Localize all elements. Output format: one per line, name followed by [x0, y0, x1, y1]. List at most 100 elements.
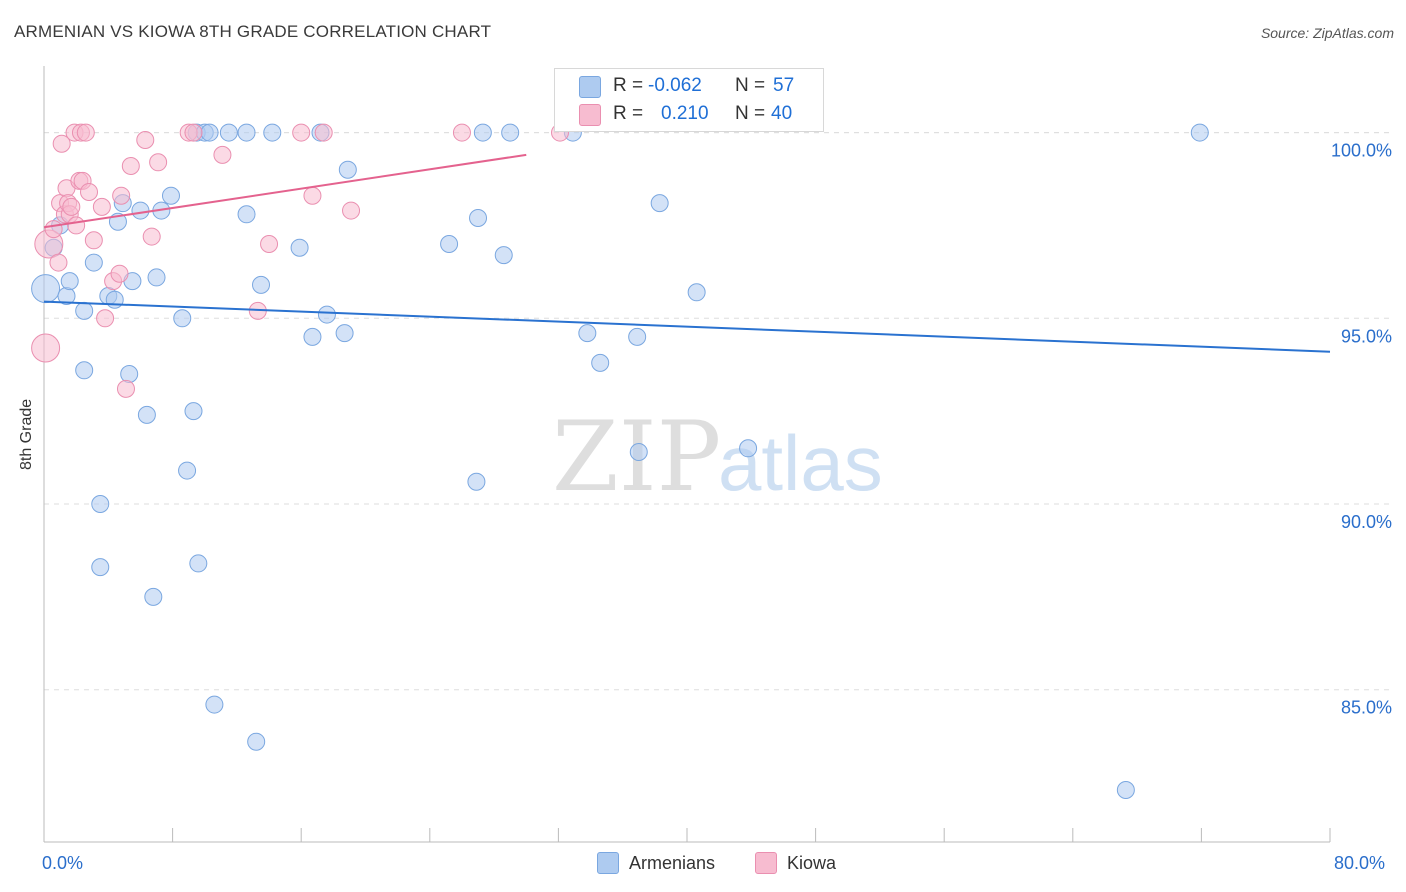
kiowa-point: [110, 264, 129, 283]
armenians-point: [84, 253, 103, 272]
armenians-point: [629, 443, 648, 461]
armenians-point: [200, 123, 219, 142]
armenians-point: [60, 272, 79, 291]
trend-layer: [43, 153, 1331, 353]
y-tick-label: 100.0%: [1331, 141, 1392, 161]
points-layer: [31, 123, 1209, 799]
kiowa-point: [76, 123, 95, 142]
kiowa-point: [112, 186, 131, 205]
kiowa-point: [184, 123, 203, 142]
x-axis-max-label: 80.0%: [1334, 853, 1386, 873]
kiowa-point: [260, 235, 279, 253]
armenians-point: [335, 324, 354, 343]
kiowa-swatch: [579, 104, 601, 126]
armenians-point: [247, 732, 266, 751]
chart-title: ARMENIAN VS KIOWA 8TH GRADE CORRELATION …: [14, 22, 492, 41]
kiowa-point: [292, 123, 311, 142]
armenians-point: [263, 123, 282, 142]
armenians-point: [440, 235, 459, 253]
armenians-point: [494, 246, 513, 265]
kiowa-point: [303, 186, 322, 205]
armenians-point: [105, 290, 124, 309]
kiowa-n-label: N =: [735, 103, 766, 124]
armenians-point: [189, 554, 208, 573]
kiowa-point: [116, 379, 135, 398]
armenians-point: [144, 587, 163, 606]
armenians-point: [317, 305, 336, 324]
armenians-point: [75, 301, 94, 320]
armenians-swatch: [579, 76, 601, 98]
armenians-point: [219, 123, 238, 142]
armenians-point: [75, 361, 94, 380]
kiowa-point: [52, 134, 71, 153]
armenians-point: [467, 472, 486, 491]
armenians-point: [338, 160, 357, 179]
armenians-point: [628, 327, 647, 346]
kiowa-trendline: [43, 153, 527, 229]
armenians-point: [739, 439, 758, 458]
armenians-n-label: N =: [735, 75, 766, 96]
legend-kiowa-label: Kiowa: [787, 852, 837, 873]
stats-box: R = -0.062 N = 57 R = 0.210 N = 40: [554, 68, 824, 132]
y-tick-label: 85.0%: [1341, 698, 1392, 718]
legend-kiowa[interactable]: Kiowa: [755, 852, 836, 874]
armenians-n-value: 57: [773, 75, 795, 96]
kiowa-point: [452, 123, 471, 142]
armenians-point: [178, 461, 197, 480]
kiowa-point: [213, 145, 232, 164]
kiowa-point: [31, 333, 61, 363]
legend-armenians-label: Armenians: [629, 852, 716, 873]
armenians-point: [650, 194, 669, 213]
kiowa-point: [49, 253, 68, 272]
kiowa-r-label: R =: [613, 103, 644, 124]
x-axis-min-label: 0.0%: [42, 853, 84, 873]
armenians-point: [1116, 781, 1135, 799]
armenians-point: [237, 123, 256, 142]
axis-layer: 100.0% 95.0% 90.0% 85.0%: [43, 66, 1392, 843]
legend-armenians[interactable]: Armenians: [597, 852, 715, 874]
y-tick-label: 90.0%: [1341, 512, 1392, 532]
source-label: Source: ZipAtlas.com: [1260, 25, 1394, 41]
armenians-point: [469, 209, 488, 227]
armenians-point: [120, 365, 139, 383]
grid-layer: [44, 132, 1392, 691]
armenians-point: [205, 695, 224, 714]
armenians-point: [161, 186, 180, 205]
legend-armenians-swatch: [597, 852, 619, 874]
armenians-point: [687, 283, 706, 302]
kiowa-point: [149, 153, 168, 172]
armenians-point: [252, 275, 271, 294]
armenians-r-value: -0.062: [648, 75, 702, 96]
armenians-point: [501, 123, 520, 142]
y-tick-label: 95.0%: [1341, 326, 1392, 346]
kiowa-point: [80, 183, 99, 201]
kiowa-r-value: 0.210: [661, 103, 709, 124]
y-axis-title: 8th Grade: [18, 398, 35, 470]
armenians-point: [137, 405, 156, 424]
stats-row-armenians: R = -0.062 N = 57: [555, 72, 823, 100]
stats-row-kiowa: R = 0.210 N = 40: [555, 100, 823, 128]
kiowa-point: [342, 201, 361, 220]
kiowa-n-value: 40: [771, 103, 793, 124]
kiowa-point: [92, 197, 111, 216]
kiowa-point: [96, 309, 115, 328]
kiowa-point: [142, 227, 161, 246]
armenians-point: [91, 495, 110, 513]
kiowa-point: [136, 131, 155, 149]
armenians-point: [473, 123, 492, 142]
armenians-trendline: [43, 300, 1331, 353]
watermark-atlas: atlas: [718, 419, 883, 507]
armenians-point: [1190, 123, 1209, 142]
armenians-point: [173, 309, 192, 328]
armenians-point: [131, 201, 150, 220]
kiowa-point: [44, 220, 63, 239]
armenians-point: [237, 205, 256, 224]
armenians-point: [184, 402, 203, 421]
armenians-r-label: R =: [613, 75, 644, 96]
armenians-point: [591, 353, 610, 372]
armenians-point: [578, 324, 597, 343]
kiowa-point: [84, 231, 103, 250]
kiowa-point: [62, 197, 81, 216]
armenians-point: [303, 327, 322, 346]
